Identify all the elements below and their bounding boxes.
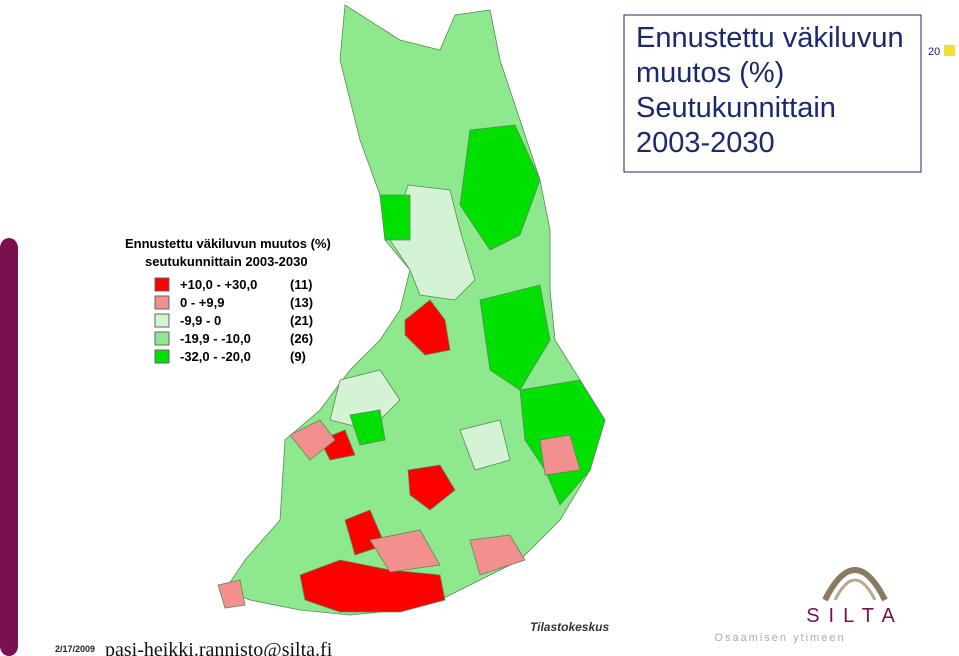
page-number: 20 xyxy=(928,46,940,58)
legend-swatch xyxy=(154,331,170,346)
legend-range: -32,0 - -20,0 xyxy=(180,349,251,364)
legend-title: Ennustettu väkiluvun muutos (%) xyxy=(125,236,331,251)
logo-tagline: Osaamisen ytimeen xyxy=(714,632,845,644)
legend: +10,0 - +30,0 (11) 0 - +9,9 (13) -9,9 - 0 (21… xyxy=(154,277,313,364)
legend-count: (13) xyxy=(290,295,313,310)
slide-title: 2003-2030 xyxy=(636,127,775,159)
legend-title: seutukunnittain 2003-2030 xyxy=(145,254,308,269)
title-box xyxy=(623,14,922,173)
date: 2/17/2009 xyxy=(55,644,95,654)
finland-map xyxy=(217,4,606,616)
legend-count: (9) xyxy=(290,349,306,364)
logo-name: SILTA xyxy=(806,605,904,627)
legend-range: +10,0 - +30,0 xyxy=(180,277,257,292)
legend-swatch xyxy=(154,349,170,364)
map-source: Tilastokeskus xyxy=(530,620,609,634)
logo: SILTA Osaamisen ytimeen xyxy=(714,567,904,644)
slide-title: Ennustettu väkiluvun xyxy=(636,22,904,54)
legend-count: (26) xyxy=(290,331,313,346)
slide-title: muutos (%) xyxy=(636,57,784,89)
legend-range: -9,9 - 0 xyxy=(180,313,221,328)
page-marker xyxy=(944,45,955,56)
legend-range: -19,9 - -10,0 xyxy=(180,331,251,346)
legend-count: (21) xyxy=(290,313,313,328)
legend-count: (11) xyxy=(290,277,312,292)
footer-email: pasi-heikki.rannisto@silta.fi xyxy=(105,639,333,656)
legend-swatch xyxy=(154,295,170,310)
legend-swatch xyxy=(154,313,170,328)
legend-swatch xyxy=(154,277,170,292)
side-bar xyxy=(0,238,18,656)
slide-title: Seutukunnittain xyxy=(636,92,836,124)
legend-range: 0 - +9,9 xyxy=(180,295,224,310)
